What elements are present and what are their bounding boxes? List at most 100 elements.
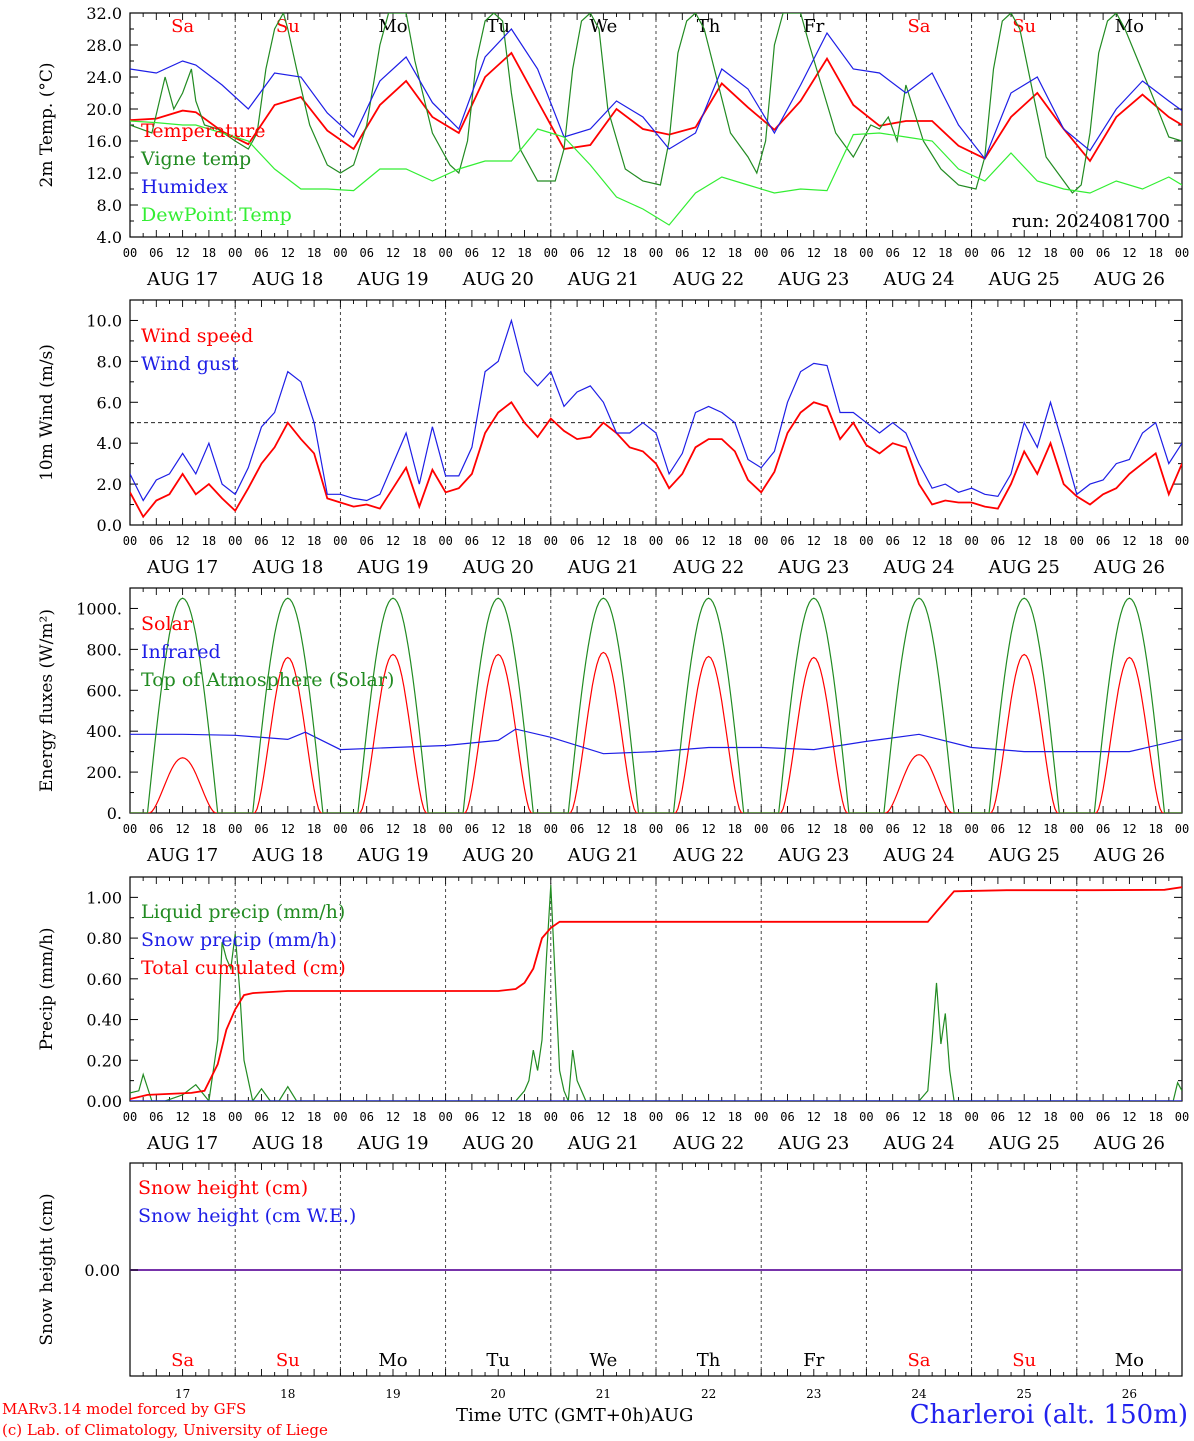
legend-entry: Infrared — [141, 641, 221, 663]
day-label: AUG 21 — [567, 557, 639, 578]
hour-tick-label: 12 — [912, 534, 926, 548]
hour-tick-label: 00 — [649, 1110, 663, 1124]
hour-tick-label: 18 — [307, 1110, 321, 1124]
weekday-label: Mo — [1115, 16, 1144, 37]
day-label: AUG 17 — [146, 1133, 218, 1154]
hour-tick-label: 00 — [964, 822, 978, 836]
hour-tick-label: 18 — [202, 534, 216, 548]
hour-tick-label: 00 — [754, 246, 768, 260]
series-line — [130, 885, 1182, 1101]
hour-tick-label: 06 — [465, 1110, 479, 1124]
day-label: AUG 24 — [882, 1133, 954, 1154]
day-label: AUG 19 — [356, 1133, 428, 1154]
hour-tick-label: 18 — [412, 1110, 426, 1124]
hour-tick-label: 00 — [123, 822, 137, 836]
day-label: AUG 25 — [988, 845, 1060, 866]
hour-tick-label: 06 — [254, 1110, 268, 1124]
hour-tick-label: 12 — [386, 534, 400, 548]
weekday-label: Sa — [171, 16, 194, 37]
hour-tick-label: 00 — [333, 246, 347, 260]
hour-tick-label: 06 — [465, 246, 479, 260]
weekday-label: Fr — [803, 16, 824, 37]
hour-tick-label: 00 — [859, 1110, 873, 1124]
series-group — [130, 318, 1182, 519]
y-tick-label: 0.20 — [86, 1051, 122, 1070]
day-label: AUG 20 — [462, 269, 534, 290]
hour-tick-label: 06 — [359, 534, 373, 548]
y-axis-label: Energy fluxes (W/m²) — [37, 609, 57, 792]
hour-tick-label: 18 — [202, 1110, 216, 1124]
hour-tick-label: 06 — [465, 534, 479, 548]
hour-tick-label: 18 — [1043, 246, 1057, 260]
hour-tick-label: 18 — [412, 534, 426, 548]
y-tick-label: 1.00 — [86, 888, 122, 907]
y-tick-label: 10.0 — [86, 311, 122, 330]
hour-tick-label: 18 — [517, 1110, 531, 1124]
hour-tick-label: 00 — [754, 822, 768, 836]
day-label: AUG 24 — [882, 557, 954, 578]
day-label: AUG 22 — [672, 1133, 744, 1154]
weekday-label: Mo — [1115, 1350, 1144, 1371]
hour-tick-label: 00 — [1070, 822, 1084, 836]
hour-tick-label: 18 — [938, 1110, 952, 1124]
hour-tick-label: 18 — [728, 246, 742, 260]
hour-tick-label: 12 — [596, 246, 610, 260]
legend-entry: Humidex — [141, 176, 228, 198]
hour-tick-label: 06 — [254, 246, 268, 260]
y-axis-label: Precip (mm/h) — [37, 927, 57, 1050]
hour-tick-label: 06 — [991, 534, 1005, 548]
hour-tick-label: 00 — [964, 1110, 978, 1124]
day-label: AUG 25 — [988, 1133, 1060, 1154]
hour-tick-label: 06 — [570, 534, 584, 548]
hour-tick-label: 18 — [1148, 534, 1162, 548]
day-label: AUG 19 — [356, 845, 428, 866]
hour-tick-label: 06 — [675, 1110, 689, 1124]
weekday-label: Th — [697, 16, 721, 37]
hour-tick-label: 00 — [333, 822, 347, 836]
hour-tick-label: 18 — [938, 822, 952, 836]
hour-tick-label: 06 — [359, 246, 373, 260]
hour-tick-label: 00 — [123, 246, 137, 260]
hour-tick-label: 00 — [228, 1110, 242, 1124]
hour-tick-label: 18 — [412, 246, 426, 260]
day-number-label: 24 — [911, 1387, 927, 1401]
plot-frame — [129, 587, 1183, 814]
weekday-label: Sa — [171, 1350, 194, 1371]
y-tick-label: 8.0 — [97, 352, 122, 371]
weekday-label: Tu — [486, 1350, 510, 1371]
hour-tick-label: 18 — [517, 822, 531, 836]
day-label: AUG 19 — [356, 269, 428, 290]
hour-tick-label: 12 — [701, 822, 715, 836]
series-group — [130, 597, 1182, 813]
legend-entry: Snow height (cm) — [138, 1177, 308, 1199]
y-tick-label: 4.0 — [97, 434, 122, 453]
hour-tick-label: 12 — [175, 534, 189, 548]
hour-tick-label: 06 — [149, 246, 163, 260]
y-tick-label: 6.0 — [97, 393, 122, 412]
hour-tick-label: 12 — [281, 1110, 295, 1124]
hour-tick-label: 12 — [491, 246, 505, 260]
y-tick-label: 24.0 — [86, 68, 122, 87]
day-number-label: 17 — [175, 1387, 190, 1401]
copyright-line: (c) Lab. of Climatology, University of L… — [2, 1421, 328, 1439]
y-tick-label: 32.0 — [86, 4, 122, 23]
hour-tick-label: 12 — [596, 534, 610, 548]
hour-tick-label: 12 — [491, 1110, 505, 1124]
hour-tick-label: 18 — [1043, 1110, 1057, 1124]
hour-tick-label: 12 — [281, 534, 295, 548]
y-tick-label: 600. — [86, 681, 122, 700]
y-tick-label: 28.0 — [86, 36, 122, 55]
panel-3: 1000. 800. 600. 400. 200. 0. Energy fluxes (W/… — [37, 587, 1189, 866]
legend-entry: Snow height (cm W.E.) — [138, 1205, 356, 1227]
hour-tick-label: 12 — [701, 534, 715, 548]
hour-tick-label: 06 — [1096, 822, 1110, 836]
hour-tick-label: 18 — [412, 822, 426, 836]
panel-5: Snow height (cm) Sa Su Mo Tu We Th Fr Sa Su Mo 17 18… — [37, 1162, 1183, 1401]
day-label: AUG 18 — [251, 557, 323, 578]
hour-tick-label: 18 — [728, 1110, 742, 1124]
hour-tick-label: 18 — [833, 1110, 847, 1124]
legend-entry: Total cumulated (cm) — [141, 957, 346, 979]
hour-tick-label: 18 — [1148, 822, 1162, 836]
hour-tick-label: 00 — [1175, 822, 1189, 836]
hour-tick-label: 06 — [885, 822, 899, 836]
